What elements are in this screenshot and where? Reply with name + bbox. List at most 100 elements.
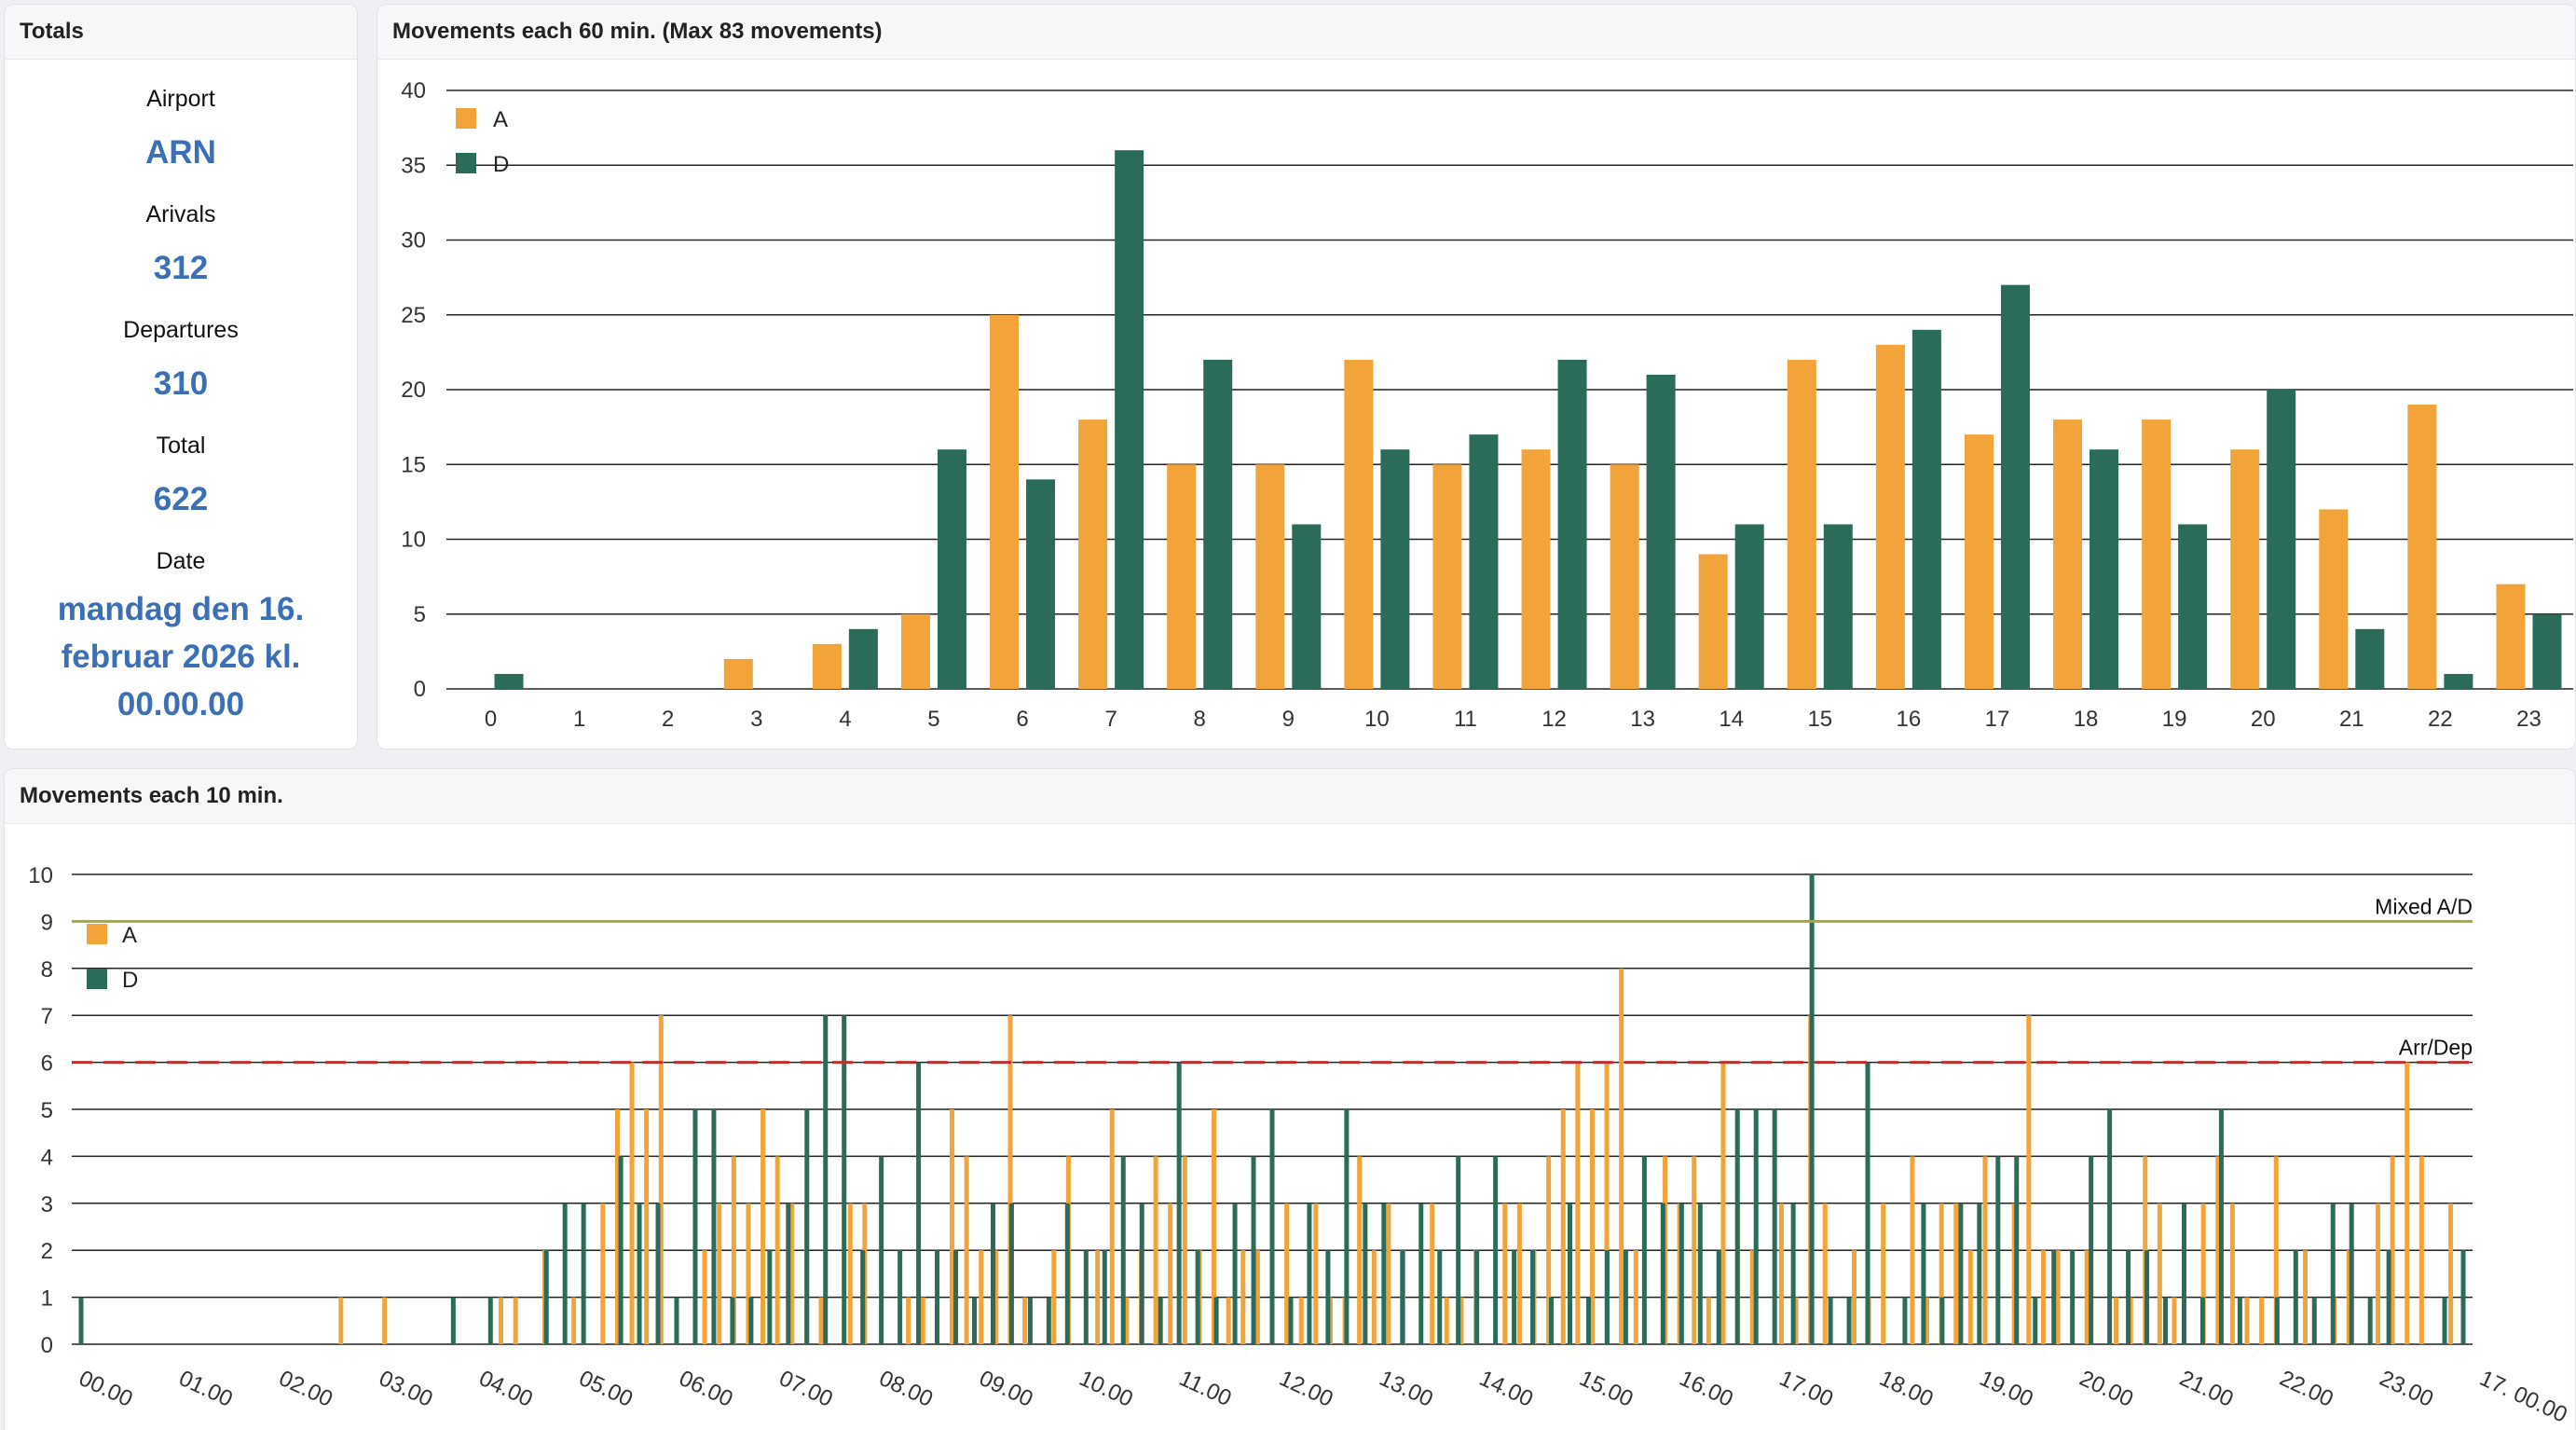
arrival-bar: [1610, 464, 1639, 689]
x-tick-label: 8: [1194, 707, 1206, 732]
x-tick-label: 12: [1541, 707, 1567, 732]
x-tick-label: 00.00: [75, 1366, 136, 1412]
departure-bar: [879, 1156, 884, 1344]
arrival-bar: [1255, 464, 1285, 689]
x-tick-label: 20: [2251, 707, 2276, 732]
departure-bar: [2274, 1297, 2280, 1344]
y-tick-label: 10: [28, 863, 53, 888]
arrival-bar: [1284, 1203, 1290, 1344]
departure-bar: [1493, 1156, 1499, 1344]
arrival-bar: [1521, 449, 1551, 689]
arrival-bar: [1240, 1250, 1246, 1344]
departure-bar: [2144, 1250, 2150, 1344]
departure-bar: [916, 1062, 922, 1344]
departure-bar: [1697, 1203, 1703, 1344]
arrival-bar: [1793, 1297, 1799, 1344]
arrival-bar: [2448, 1203, 2454, 1344]
arrival-bar: [2011, 1203, 2017, 1344]
x-tick-label: 17.00: [1775, 1366, 1837, 1412]
departure-bar: [1203, 359, 1233, 689]
departure-bar: [1139, 1203, 1144, 1344]
airport-label: Airport: [146, 86, 215, 112]
arrival-bar: [1516, 1203, 1522, 1344]
departure-bar: [804, 1109, 810, 1344]
departure-bar: [711, 1109, 717, 1344]
arrival-bar: [964, 1156, 969, 1344]
x-tick-label: 7: [1104, 707, 1117, 732]
legend-label-a: A: [122, 923, 137, 948]
arrival-bar: [1095, 1250, 1101, 1344]
arrival-bar: [900, 613, 930, 689]
departure-bar: [990, 1203, 995, 1344]
arrival-bar: [2376, 1203, 2381, 1344]
arrival-bar: [1964, 434, 1994, 689]
arrival-bar: [338, 1297, 344, 1344]
departure-bar: [1288, 1297, 1294, 1344]
departure-bar: [823, 1015, 829, 1344]
y-tick-label: 7: [41, 1004, 53, 1029]
arrival-bar: [1124, 1297, 1130, 1344]
arrival-bar: [1967, 1250, 1973, 1344]
arrival-bar: [1692, 1156, 1697, 1344]
legend-swatch-a: [456, 108, 476, 129]
arrival-bar: [1357, 1156, 1363, 1344]
arrival-bar: [571, 1297, 577, 1344]
departure-bar: [2107, 1109, 2113, 1344]
arrival-bar: [1706, 1297, 1711, 1344]
x-tick-label: 17: [1985, 707, 2010, 732]
arrival-bar: [513, 1297, 518, 1344]
x-tick-label: 13.00: [1376, 1366, 1437, 1412]
departure-bar: [935, 1250, 940, 1344]
departure-bar: [1679, 1203, 1684, 1344]
y-tick-label: 20: [401, 378, 426, 403]
x-tick-label: 11: [1454, 707, 1477, 732]
x-tick-label: 15.00: [1575, 1366, 1637, 1412]
y-tick-label: 40: [401, 78, 426, 103]
x-tick-label: 23.00: [2376, 1366, 2437, 1412]
x-tick-label: 20.00: [2076, 1366, 2137, 1412]
departures-label: Departures: [123, 317, 239, 343]
departure-bar: [2199, 1297, 2205, 1344]
arrival-bar: [2055, 1250, 2061, 1344]
arrival-bar: [1022, 1297, 1028, 1344]
departure-bar: [1363, 1203, 1368, 1344]
arrival-bar: [644, 1109, 650, 1344]
departure-bar: [581, 1203, 586, 1344]
departure-bar: [1195, 1250, 1200, 1344]
departure-bar: [2014, 1156, 2020, 1344]
x-tick-label: 10: [1364, 707, 1390, 732]
arrival-bar: [2128, 1297, 2133, 1344]
departure-bar: [1790, 1203, 1796, 1344]
departure-bar: [1734, 1109, 1740, 1344]
x-tick-label: 4: [839, 707, 851, 732]
departure-bar: [450, 1297, 456, 1344]
arrival-bar: [2114, 1297, 2119, 1344]
arrival-bar: [658, 1015, 664, 1344]
arrival-bar: [2230, 449, 2260, 689]
departure-bar: [2000, 284, 2030, 689]
y-tick-label: 9: [41, 910, 53, 935]
arrival-bar: [600, 1203, 606, 1344]
departure-bar: [1585, 1297, 1591, 1344]
arrival-bar: [382, 1297, 388, 1344]
x-tick-label: 10.00: [1076, 1366, 1137, 1412]
departure-bar: [2126, 1250, 2131, 1344]
x-tick-label: 06.00: [675, 1366, 736, 1412]
arrival-bar: [1459, 1297, 1464, 1344]
departure-bar: [2311, 1297, 2317, 1344]
departure-bar: [1568, 1203, 1573, 1344]
arrival-bar: [1749, 1250, 1755, 1344]
departure-bar: [2181, 1203, 2186, 1344]
departure-bar: [2178, 524, 2208, 689]
legend-swatch-d: [87, 969, 107, 989]
departure-bar: [2070, 1250, 2076, 1344]
departure-bar: [1064, 1203, 1070, 1344]
departure-bar: [2442, 1297, 2447, 1344]
departure-bar: [1958, 1203, 1964, 1344]
departure-bar: [1232, 1203, 1238, 1344]
arrival-bar: [1822, 1203, 1828, 1344]
arrival-bar: [1344, 359, 1374, 689]
arrival-bar: [1939, 1203, 1944, 1344]
departure-bar: [1512, 1250, 1517, 1344]
